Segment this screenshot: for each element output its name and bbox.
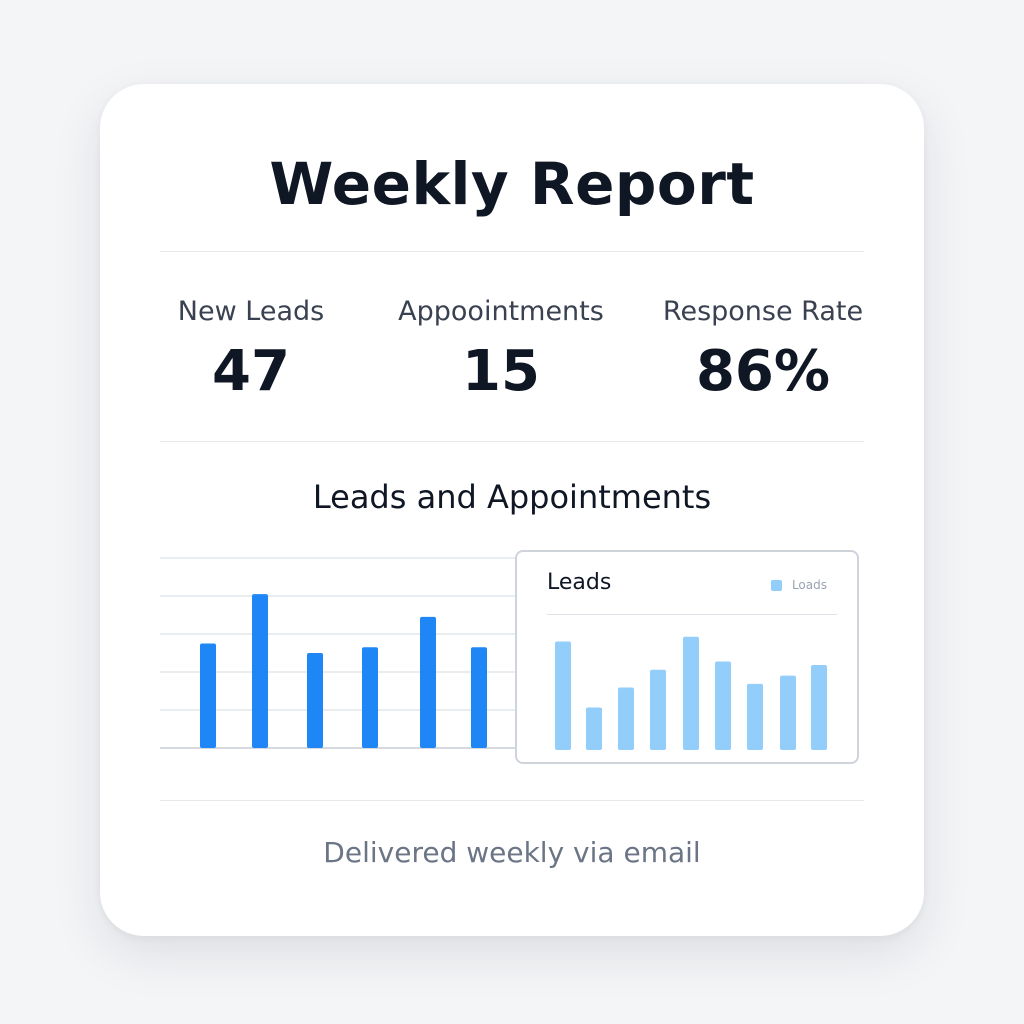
inset-bar-7 — [780, 675, 796, 750]
leads-inset-panel: Leads Loads — [515, 550, 859, 764]
bar-0 — [200, 643, 216, 748]
metric-value: 47 — [212, 339, 290, 404]
leads-appointments-chart — [160, 557, 520, 749]
chart-title: Leads and Appointments — [312, 478, 712, 516]
footer-divider — [160, 800, 864, 801]
bar-1 — [252, 594, 268, 748]
metric-new-leads: New Leads 47 — [131, 292, 371, 410]
bar-5 — [471, 647, 487, 748]
inset-bar-8 — [811, 665, 827, 750]
report-card — [100, 84, 924, 936]
legend-label: Loads — [791, 578, 827, 592]
leads-inset-chart — [555, 636, 827, 750]
inset-chart-title: Leads — [547, 570, 612, 595]
bar-4 — [420, 616, 436, 748]
inset-bar-1 — [586, 707, 602, 750]
inset-bar-4 — [683, 636, 699, 750]
title-divider — [160, 251, 864, 252]
inset-bar-5 — [715, 661, 731, 750]
footer-note: Delivered weekly via email — [323, 836, 701, 869]
metric-response-rate: Response Rate 86% — [643, 292, 883, 410]
bar-3 — [362, 647, 378, 748]
inset-bar-3 — [650, 669, 666, 750]
metric-label: Response Rate — [662, 296, 864, 327]
metric-value: 15 — [462, 339, 540, 404]
inset-divider — [547, 614, 837, 615]
metric-appointments: Appoointments 15 — [381, 292, 621, 410]
metrics-divider — [160, 441, 864, 442]
metric-label: New Leads — [177, 296, 325, 327]
metric-label: Appoointments — [398, 296, 604, 327]
inset-bar-0 — [555, 641, 571, 750]
bar-2 — [307, 653, 323, 748]
legend-swatch — [770, 579, 782, 591]
report-title: Weekly Report — [269, 150, 755, 218]
inset-bar-2 — [618, 687, 634, 750]
metric-value: 86% — [695, 339, 831, 404]
inset-bar-6 — [747, 683, 763, 750]
inset-legend: Loads — [770, 578, 827, 592]
